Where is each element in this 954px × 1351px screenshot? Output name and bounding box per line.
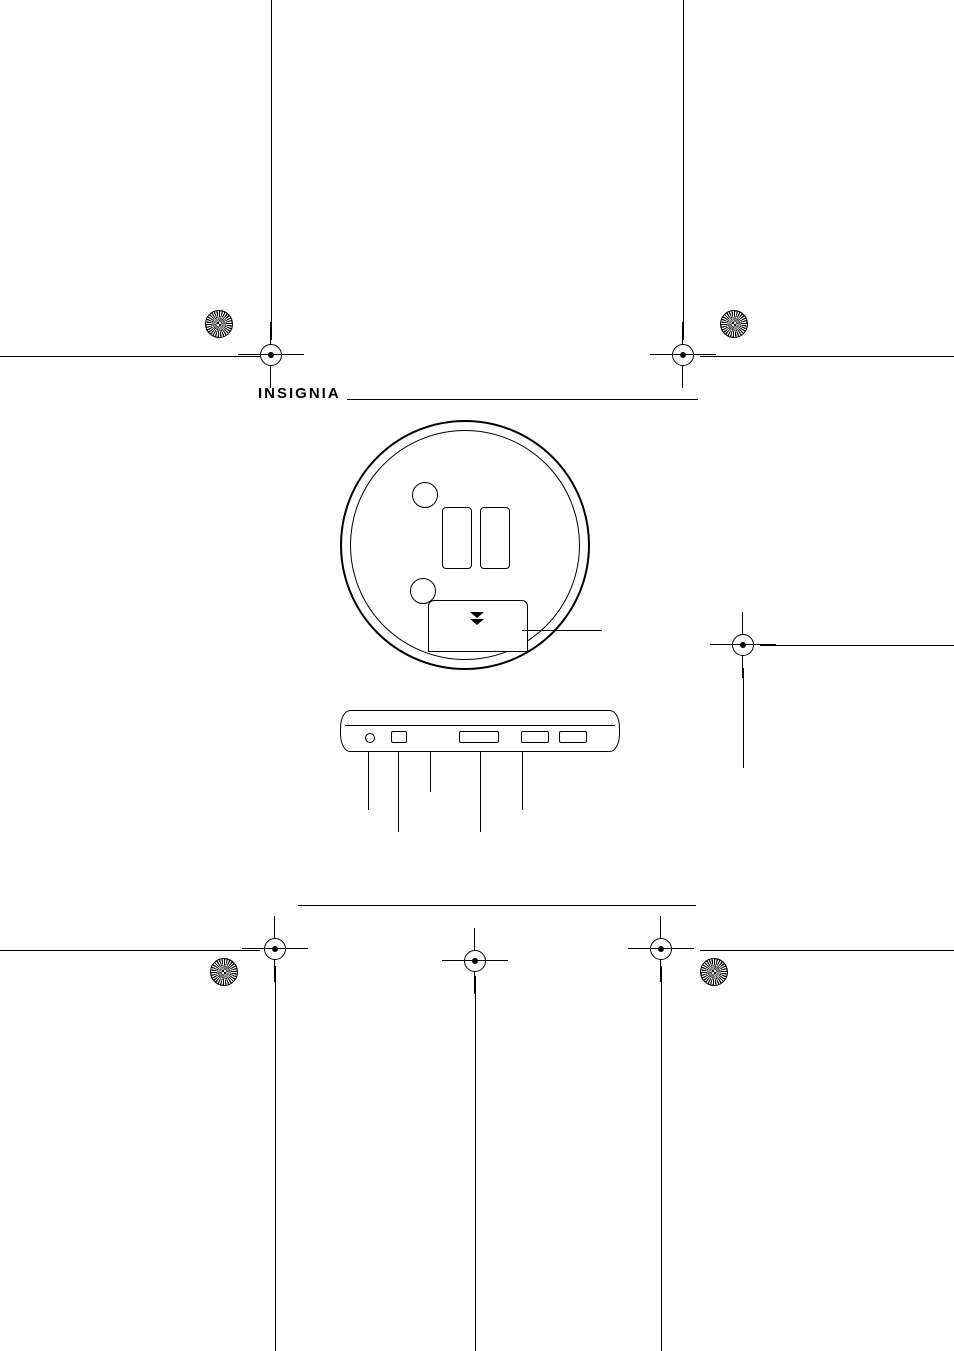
battery-slot-right [480,507,510,569]
registration-cross-icon [462,948,488,974]
registration-cross-icon [670,342,696,368]
leader-line [398,752,399,832]
battery-slot-left [442,507,472,569]
leader-line [368,752,369,810]
registration-disc-icon [210,958,238,986]
trim-line [743,668,744,768]
battery-door [428,600,528,652]
leader-line [522,752,523,810]
trim-line [700,356,954,357]
registration-disc-icon [205,310,233,338]
footer-rule [298,905,696,906]
button-group-2-icon [559,731,587,743]
registration-cross-icon [258,342,284,368]
button-group-1-icon [521,731,549,743]
trim-line [271,0,272,340]
device-side-view [340,710,620,752]
callout-leader-line [522,630,602,631]
registration-disc-icon [720,310,748,338]
down-arrow-icon [470,612,484,626]
screw-circle-1 [412,482,438,508]
trim-line [683,0,684,340]
registration-disc-icon [700,958,728,986]
page-header: INSIGNIA [258,378,698,402]
trim-line [475,976,476,1351]
header-rule [347,399,698,400]
trim-line [760,645,954,646]
device-bottom-view [340,420,590,670]
leader-line [480,752,481,832]
trim-line [0,950,260,951]
registration-cross-icon [730,632,756,658]
registration-cross-icon [648,936,674,962]
headphone-jack-icon [365,733,375,743]
trim-line [700,950,954,951]
hold-switch-icon [459,731,499,743]
port-slot-icon [391,731,407,743]
trim-line [275,966,276,1351]
leader-line [430,752,431,792]
registration-cross-icon [262,936,288,962]
device-diagram [300,410,640,870]
trim-line [661,966,662,1351]
trim-line [0,356,260,357]
